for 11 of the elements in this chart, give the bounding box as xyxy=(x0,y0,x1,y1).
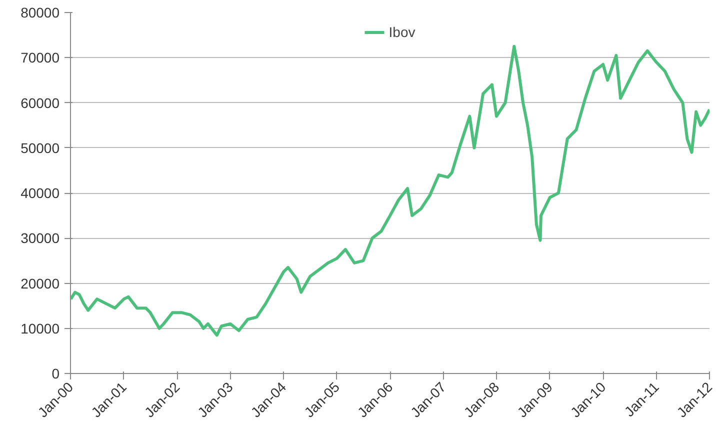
y-tick-label: 20000 xyxy=(20,275,60,292)
y-tick-label: 30000 xyxy=(20,230,60,246)
line-series xyxy=(70,44,710,337)
y-tick-label: 60000 xyxy=(20,94,60,111)
y-tick-label: 80000 xyxy=(20,4,60,20)
y-tick-label: 0 xyxy=(52,366,60,382)
y-tick-label: 50000 xyxy=(20,140,60,156)
y-tick-label: 10000 xyxy=(20,320,60,336)
y-tick-label: 70000 xyxy=(20,50,60,66)
y-tick-label: 40000 xyxy=(20,185,60,201)
legend-label: Ibov xyxy=(388,24,416,40)
